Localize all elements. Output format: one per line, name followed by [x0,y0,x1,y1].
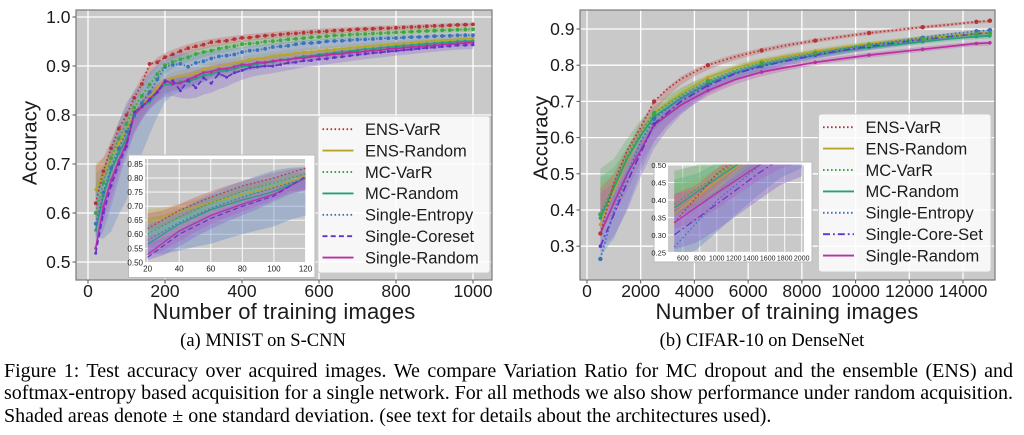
svg-text:Single-Random: Single-Random [365,249,479,267]
svg-text:0.80: 0.80 [127,174,143,183]
svg-text:0.5: 0.5 [46,252,70,272]
svg-text:1.0: 1.0 [46,7,71,27]
svg-text:Accuracy: Accuracy [530,95,553,180]
svg-text:10000: 10000 [831,281,880,301]
svg-text:MC-Random: MC-Random [365,185,459,203]
svg-text:0.50: 0.50 [127,258,143,267]
svg-text:0.5: 0.5 [550,164,574,184]
svg-text:14000: 14000 [939,281,988,301]
svg-text:8000: 8000 [782,281,821,301]
svg-text:0.4: 0.4 [550,200,575,220]
svg-text:0.70: 0.70 [127,202,143,211]
svg-text:Single-Random: Single-Random [866,247,980,265]
svg-text:Single-Entropy: Single-Entropy [365,207,474,225]
svg-text:0.65: 0.65 [127,216,143,225]
svg-text:800: 800 [694,256,706,263]
svg-text:12000: 12000 [885,281,934,301]
svg-text:80: 80 [238,265,247,274]
svg-text:0.3: 0.3 [550,236,574,256]
svg-text:0.35: 0.35 [651,213,666,222]
svg-text:ENS-VarR: ENS-VarR [365,121,441,139]
svg-text:0.7: 0.7 [46,154,70,174]
svg-text:0.45: 0.45 [651,179,666,188]
svg-text:600: 600 [677,256,689,263]
svg-text:ENS-Random: ENS-Random [365,142,467,160]
svg-text:0: 0 [83,281,93,301]
svg-text:MC-VarR: MC-VarR [866,162,934,180]
svg-text:Number of training images: Number of training images [152,299,415,324]
svg-text:60: 60 [206,265,215,274]
svg-text:0.60: 0.60 [127,230,143,239]
svg-text:800: 800 [381,281,410,301]
svg-text:1800: 1800 [777,256,793,263]
svg-text:100: 100 [267,265,281,274]
svg-text:0: 0 [582,281,592,301]
svg-text:Single-Coreset: Single-Coreset [365,228,475,246]
svg-text:Single-Core-Set: Single-Core-Set [866,226,984,244]
svg-text:0.85: 0.85 [127,160,143,169]
svg-text:0.8: 0.8 [46,105,70,125]
svg-text:40: 40 [175,265,184,274]
svg-text:Number of training images: Number of training images [655,299,918,324]
svg-text:1400: 1400 [743,256,759,263]
svg-text:600: 600 [304,281,333,301]
svg-text:2000: 2000 [794,256,810,263]
svg-text:0.6: 0.6 [550,128,574,148]
svg-text:0.30: 0.30 [651,231,666,240]
svg-text:MC-Random: MC-Random [866,183,960,201]
svg-text:0.9: 0.9 [550,19,574,39]
svg-text:6000: 6000 [729,281,768,301]
svg-text:0.8: 0.8 [550,55,574,75]
svg-text:1000: 1000 [454,281,493,301]
svg-text:20: 20 [143,265,152,274]
svg-text:0.7: 0.7 [550,91,574,111]
svg-text:Accuracy: Accuracy [19,100,42,185]
svg-text:200: 200 [150,281,179,301]
svg-text:0.55: 0.55 [127,244,143,253]
svg-text:4000: 4000 [675,281,714,301]
svg-text:120: 120 [299,265,313,274]
svg-text:MC-VarR: MC-VarR [365,164,433,182]
svg-text:0.6: 0.6 [46,203,70,223]
svg-text:2000: 2000 [621,281,660,301]
svg-text:400: 400 [227,281,256,301]
svg-text:1200: 1200 [726,256,742,263]
svg-text:Single-Entropy: Single-Entropy [866,205,975,223]
svg-text:ENS-Random: ENS-Random [866,140,968,158]
svg-text:0.9: 0.9 [46,56,70,76]
svg-text:0.75: 0.75 [127,188,143,197]
svg-text:ENS-VarR: ENS-VarR [866,119,942,137]
svg-text:0.25: 0.25 [651,248,666,257]
svg-text:1600: 1600 [760,256,776,263]
svg-text:0.50: 0.50 [651,161,666,170]
svg-text:1000: 1000 [709,256,725,263]
svg-text:0.40: 0.40 [651,196,666,205]
